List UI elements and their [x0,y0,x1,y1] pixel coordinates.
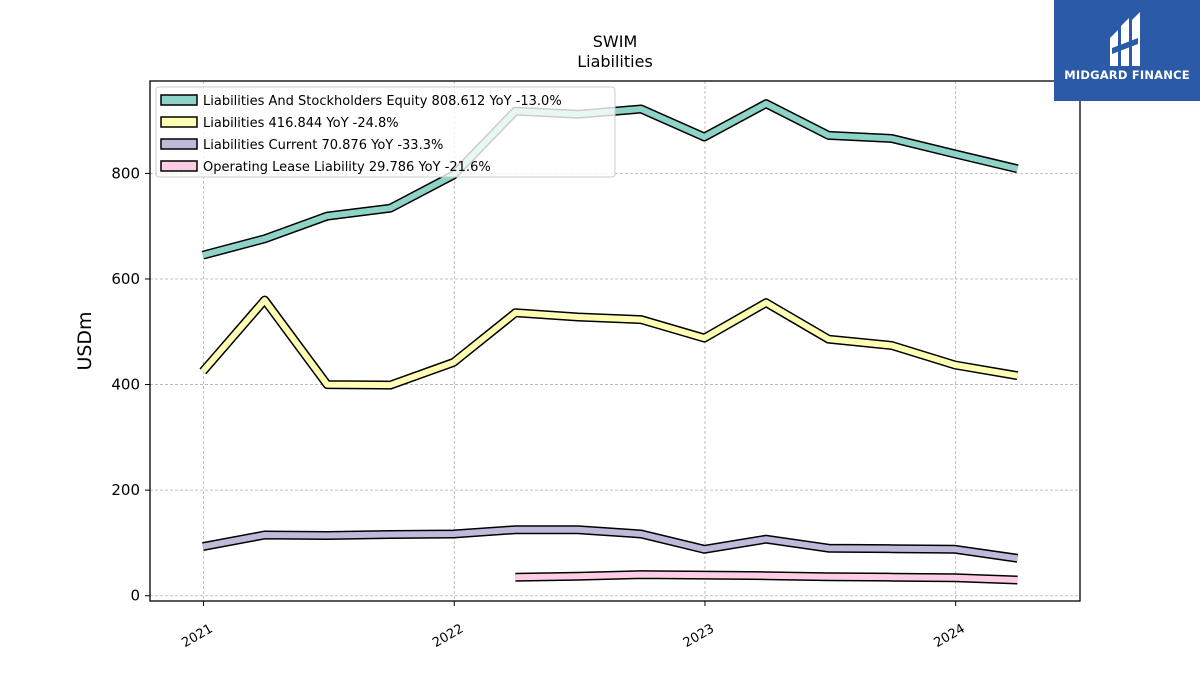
plot-area-frame [149,80,1081,602]
y-tick-label: 200 [111,481,140,499]
legend: Liabilities And Stockholders Equity 808.… [155,86,616,178]
chart-title: SWIM [593,32,638,51]
legend-entry: Liabilities Current 70.876 YoY -33.3% [203,138,443,153]
x-tick-label: 2021 [179,621,215,651]
legend-box [155,86,616,178]
series-lines [199,99,1019,585]
chart-subtitle: Liabilities [577,52,653,71]
midgard-logo-icon [1110,12,1140,66]
legend-swatch [160,138,198,150]
series-line [200,297,1019,389]
brand-name: MIDGARD FINANCE [1064,68,1190,82]
series-line [515,571,1018,583]
legend-entry: Liabilities And Stockholders Equity 808.… [203,94,562,109]
series-group [515,570,1018,585]
y-tick-label: 400 [111,376,140,394]
x-tick-label: 2023 [681,621,717,651]
legend-swatch [160,116,198,128]
series-line-outline [199,295,1019,390]
y-axis-label: USDm [74,311,96,370]
brand-logo: MIDGARD FINANCE [1054,0,1200,101]
x-tick-label: 2024 [932,621,968,651]
legend-entry: Liabilities 416.844 YoY -24.8% [203,116,399,131]
legend-entry: Operating Lease Liability 29.786 YoY -21… [203,160,491,175]
y-tick-label: 600 [111,270,140,288]
series-group [199,295,1019,390]
y-tick-label: 0 [130,587,140,605]
legend-swatch [160,94,198,106]
legend-swatch [160,160,198,172]
series-group [202,525,1019,563]
series-line [202,526,1018,562]
y-tick-label: 800 [111,164,140,182]
x-tick-label: 2022 [430,621,466,651]
